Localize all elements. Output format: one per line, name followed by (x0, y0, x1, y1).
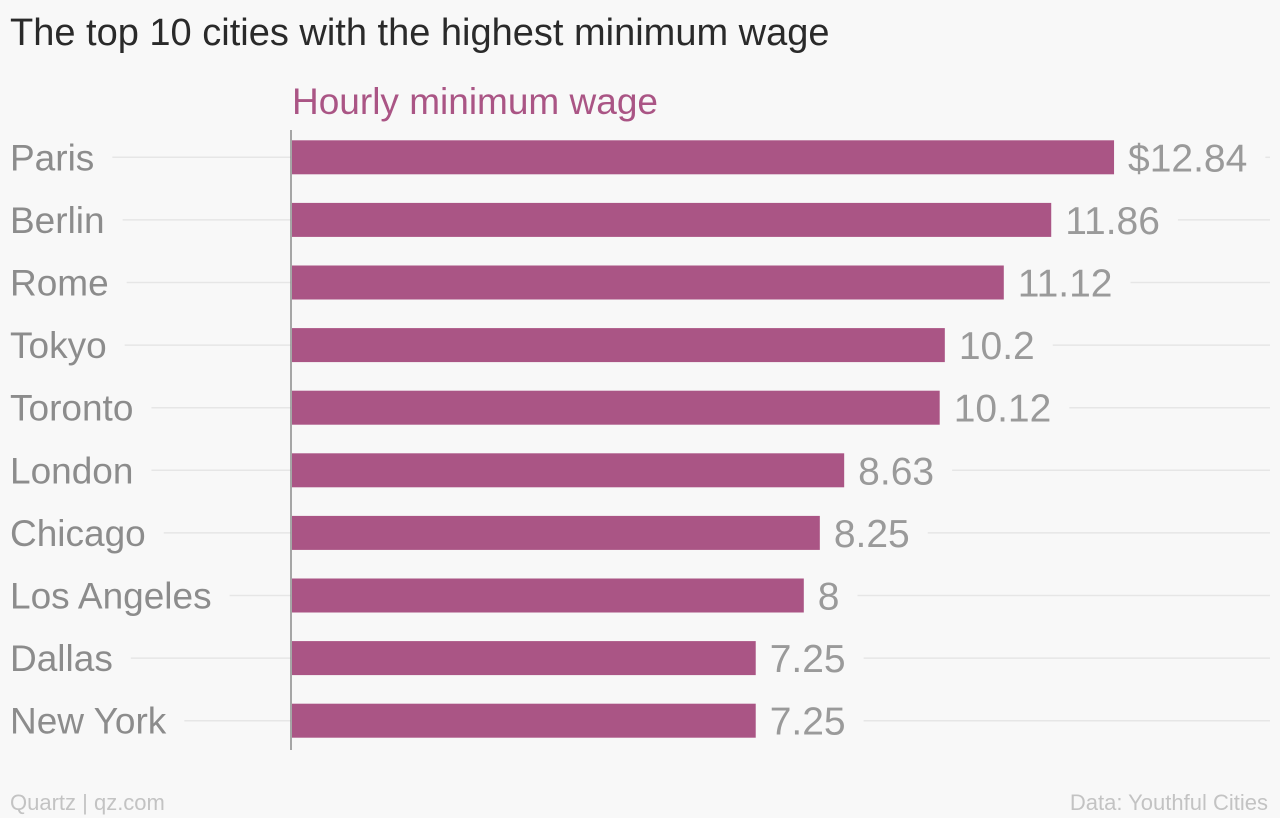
value-label-toronto: 10.12 (954, 388, 1052, 431)
gridlines (112, 156, 1270, 722)
bar-london (292, 453, 845, 488)
bar-berlin (292, 202, 1052, 237)
value-label-los-angeles: 8 (818, 576, 840, 619)
footer-source: Data: Youthful Cities (1069, 790, 1268, 815)
category-label-toronto: Toronto (10, 388, 133, 429)
value-label-berlin: 11.86 (1065, 200, 1160, 243)
category-label-rome: Rome (10, 263, 109, 304)
series-label: Hourly minimum wage (292, 81, 658, 122)
category-label-new-york: New York (10, 701, 167, 742)
bar-toronto (292, 390, 940, 425)
bar-paris (292, 140, 1115, 175)
bar-tokyo (292, 328, 945, 363)
value-label-dallas: 7.25 (770, 638, 846, 681)
bar-chart: Hourly minimum wage Paris $12.84 Berlin 11.… (10, 81, 1270, 750)
category-label-dallas: Dallas (10, 638, 113, 679)
category-label-chicago: Chicago (10, 513, 146, 554)
bar-chicago (292, 515, 820, 550)
value-label-new-york: 7.25 (770, 701, 846, 744)
value-label-rome: 11.12 (1018, 263, 1113, 306)
bar-dallas (292, 641, 756, 676)
footer-credit: Quartz | qz.com (10, 790, 165, 815)
chart-title: The top 10 cities with the highest minim… (10, 12, 830, 54)
category-label-los-angeles: Los Angeles (10, 576, 212, 617)
bar-new-york (292, 703, 756, 738)
value-label-tokyo: 10.2 (959, 325, 1035, 368)
value-label-chicago: 8.25 (834, 513, 910, 556)
category-label-berlin: Berlin (10, 200, 105, 241)
value-label-paris: $12.84 (1128, 137, 1247, 180)
labels: Paris $12.84 Berlin 11.86 Rome 11.12 Tokyo 10.2… (10, 137, 1247, 743)
category-label-london: London (10, 450, 133, 491)
bars (292, 140, 1115, 738)
category-label-paris: Paris (10, 137, 94, 178)
bar-los-angeles (292, 578, 804, 613)
bar-rome (292, 265, 1004, 300)
category-label-tokyo: Tokyo (10, 325, 107, 366)
value-label-london: 8.63 (858, 450, 934, 493)
